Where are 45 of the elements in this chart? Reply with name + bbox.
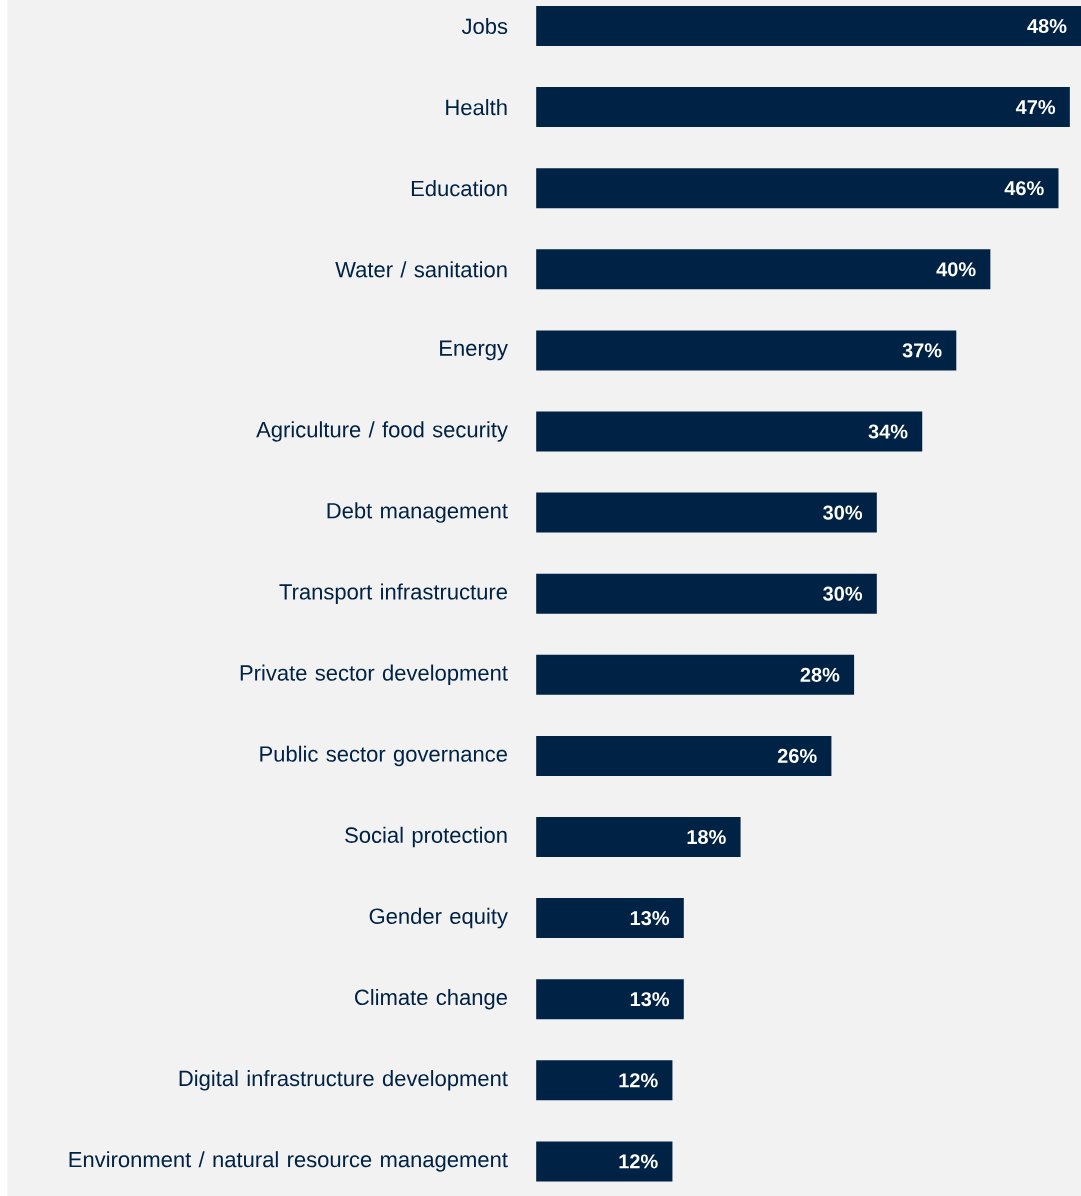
y-tick-label: Water / sanitation [335, 261, 507, 278]
y-tick-label: Debt management [327, 502, 508, 523]
bar [536, 1060, 673, 1101]
bar [536, 654, 855, 695]
data-label: 48% [1027, 18, 1067, 34]
data-label: 12% [619, 1073, 658, 1088]
data-label: 18% [687, 829, 726, 845]
y-tick-label: Social protection [345, 826, 507, 848]
data-label: 34% [868, 424, 908, 439]
bar [536, 168, 1059, 209]
data-label: 28% [800, 667, 840, 682]
y-tick-label: Agriculture / food security [256, 421, 508, 442]
bar [536, 330, 957, 371]
bar [536, 898, 684, 939]
y-tick-label: Environment / natural resource management [69, 1151, 508, 1172]
bar [536, 573, 877, 614]
data-label: 13% [630, 911, 669, 926]
y-tick-label: Education [411, 180, 507, 197]
bar [536, 249, 991, 290]
bar [536, 87, 1070, 128]
bar [536, 1141, 673, 1182]
bar [536, 735, 832, 776]
y-tick-label: Public sector governance [260, 745, 507, 767]
y-tick-label: Gender equity [369, 907, 508, 929]
bar [536, 6, 1081, 47]
y-tick-label: Transport infrastructure [279, 583, 507, 604]
y-tick-label: Jobs [461, 17, 508, 35]
bar [536, 817, 741, 858]
y-tick-label: Private sector development [240, 664, 508, 686]
bar [536, 979, 684, 1020]
y-tick-label: Climate change [354, 988, 507, 1010]
bar [536, 492, 877, 533]
data-label: 30% [822, 586, 862, 601]
data-label: 26% [777, 748, 817, 763]
data-label: 46% [1004, 181, 1044, 196]
y-tick-label: Health [446, 99, 507, 116]
data-label: 13% [630, 992, 669, 1007]
data-label: 40% [936, 262, 976, 277]
y-tick-label: Energy [439, 340, 508, 361]
data-label: 47% [1015, 100, 1056, 115]
bar [536, 411, 923, 452]
data-label: 30% [822, 505, 862, 520]
y-tick-label: Digital infrastructure development [179, 1070, 508, 1091]
data-label: 12% [619, 1154, 658, 1169]
data-label: 37% [902, 343, 942, 358]
